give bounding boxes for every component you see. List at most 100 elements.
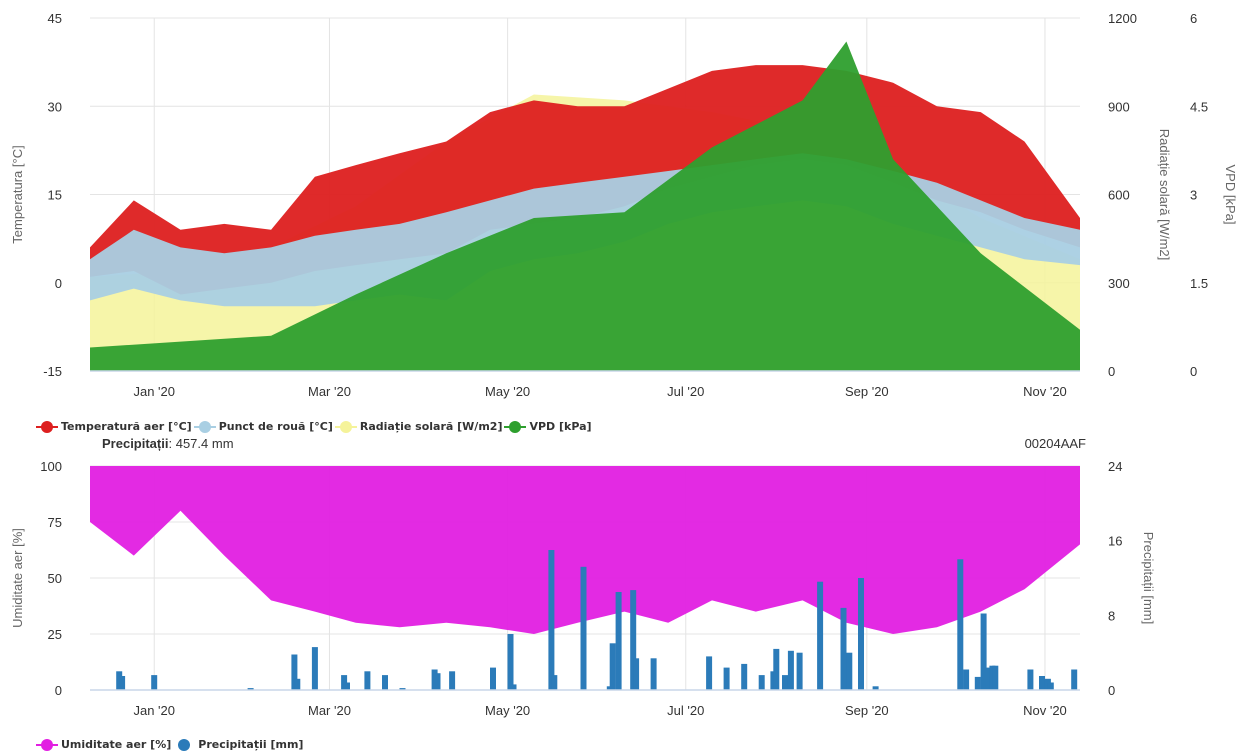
precipitation-bar <box>291 654 298 690</box>
precipitation-bar <box>399 688 406 690</box>
y-tick-label-left: 25 <box>48 627 62 642</box>
y-tick-label-left: 50 <box>48 571 62 586</box>
y-tick-label-right: 0 <box>1108 364 1115 379</box>
precipitation-bar <box>1027 669 1034 690</box>
precipitation-bar <box>957 559 964 690</box>
precipitation-bar <box>548 550 555 690</box>
precipitation-summary: Precipitații: 457.4 mm <box>102 436 234 451</box>
precipitation-bar <box>294 678 301 690</box>
y-axis-title-left: Temperatura [°C] <box>10 145 25 243</box>
precipitation-summary-separator: : <box>168 436 173 451</box>
y-axis-title-right: VPD [kPa] <box>1223 165 1238 225</box>
legend-label: Temperatură aer [°C] <box>61 420 192 433</box>
legend-symbol <box>36 738 58 751</box>
y-tick-label-right: 3 <box>1190 188 1197 203</box>
x-tick-label: Jan '20 <box>133 703 175 718</box>
precipitation-bar <box>382 675 388 690</box>
legend-item[interactable]: Umiditate aer [%] <box>36 738 171 751</box>
precipitation-bar <box>630 590 637 690</box>
precipitation-bar <box>782 675 788 690</box>
precipitation-bar <box>706 656 713 690</box>
y-tick-label-left: 0 <box>55 276 62 291</box>
x-tick-label: Nov '20 <box>1023 384 1067 399</box>
precipitation-summary-value: 457.4 mm <box>175 436 234 451</box>
precipitation-bar <box>615 592 622 690</box>
precipitation-bar <box>507 634 514 690</box>
precipitation-bar <box>510 684 517 690</box>
x-tick-label: Jul '20 <box>667 384 704 399</box>
y-tick-label-right: 1.5 <box>1190 276 1208 291</box>
precipitation-bar <box>980 613 987 690</box>
legend-item[interactable]: Precipitații [mm] <box>173 738 303 751</box>
legend-item[interactable]: Temperatură aer [°C] <box>36 420 192 433</box>
precipitation-bar <box>723 667 730 690</box>
precipitation-bar <box>974 676 981 690</box>
precipitation-bar <box>247 688 254 690</box>
precipitation-bar <box>1039 676 1045 690</box>
x-tick-label: Nov '20 <box>1023 703 1067 718</box>
precipitation-bar <box>758 675 765 690</box>
y-tick-label-right: 16 <box>1108 534 1122 549</box>
x-tick-label: Mar '20 <box>308 384 351 399</box>
legend-symbol <box>504 420 527 433</box>
x-tick-label: May '20 <box>485 703 530 718</box>
x-tick-label: May '20 <box>485 384 530 399</box>
series-vpd-area <box>90 41 1080 371</box>
precipitation-bar <box>872 686 879 690</box>
precipitation-bar <box>311 647 318 690</box>
precipitation-bar <box>817 581 824 690</box>
precipitation-bar <box>1047 682 1054 690</box>
precipitation-summary-label: Precipitații <box>102 436 169 451</box>
precipitation-bar <box>773 648 780 690</box>
legend-top: Temperatură aer [°C] Punct de rouă [°C] Ra… <box>36 420 594 433</box>
precipitation-bar <box>449 671 456 690</box>
y-tick-label-left: 0 <box>55 683 62 698</box>
precipitation-bar <box>796 652 803 690</box>
y-tick-label-right: 8 <box>1108 608 1115 623</box>
legend-label: Radiație solară [W/m2] <box>359 420 503 433</box>
precipitation-bar <box>650 658 657 690</box>
precipitation-bar <box>609 643 616 690</box>
y-tick-label-right: 0 <box>1190 364 1197 379</box>
precipitation-bar <box>992 665 999 690</box>
y-tick-label-left: 100 <box>40 459 62 474</box>
precipitation-bar <box>580 566 587 690</box>
precipitation-bar <box>858 578 864 690</box>
precipitation-bar <box>364 671 371 690</box>
y-tick-label-right: 24 <box>1108 459 1122 474</box>
precipitation-bar <box>344 682 350 690</box>
precipitation-bar <box>151 675 158 690</box>
precipitation-bar <box>551 675 558 690</box>
y-tick-label-left: 45 <box>48 11 62 26</box>
legend-symbol <box>36 420 58 433</box>
y-axis-title-left: Umiditate aer [%] <box>10 528 25 628</box>
precipitation-bar <box>840 607 847 690</box>
legend-label: VPD [kPa] <box>529 420 592 433</box>
station-id: 00204AAF <box>1024 436 1086 451</box>
precipitation-bar <box>119 676 126 690</box>
y-tick-label-right: 300 <box>1108 276 1130 291</box>
legend-label: Punct de rouă [°C] <box>218 420 333 433</box>
x-tick-label: Sep '20 <box>845 384 889 399</box>
legend-bottom: Umiditate aer [%] Precipitații [mm] <box>36 738 305 751</box>
y-tick-label-left: 15 <box>48 188 62 203</box>
precipitation-bar <box>1071 669 1078 690</box>
precipitation-bar <box>963 669 970 690</box>
legend-item[interactable]: Radiație solară [W/m2] <box>334 420 503 433</box>
precipitation-bar <box>490 667 496 690</box>
legend-symbol <box>193 420 216 433</box>
y-axis-title-right: Precipitații [mm] <box>1141 532 1156 624</box>
series-humidity-area <box>90 466 1080 634</box>
precipitation-bar <box>787 650 794 690</box>
legend-item[interactable]: Punct de rouă [°C] <box>193 420 333 433</box>
legend-item[interactable]: VPD [kPa] <box>504 420 592 433</box>
legend-symbol <box>334 420 357 433</box>
y-tick-label-left: 30 <box>48 99 62 114</box>
precipitation-bar <box>633 658 640 690</box>
y-tick-label-left: -15 <box>43 364 62 379</box>
y-tick-label-right: 4.5 <box>1190 99 1208 114</box>
x-tick-label: Mar '20 <box>308 703 351 718</box>
legend-label: Precipitații [mm] <box>198 738 304 751</box>
